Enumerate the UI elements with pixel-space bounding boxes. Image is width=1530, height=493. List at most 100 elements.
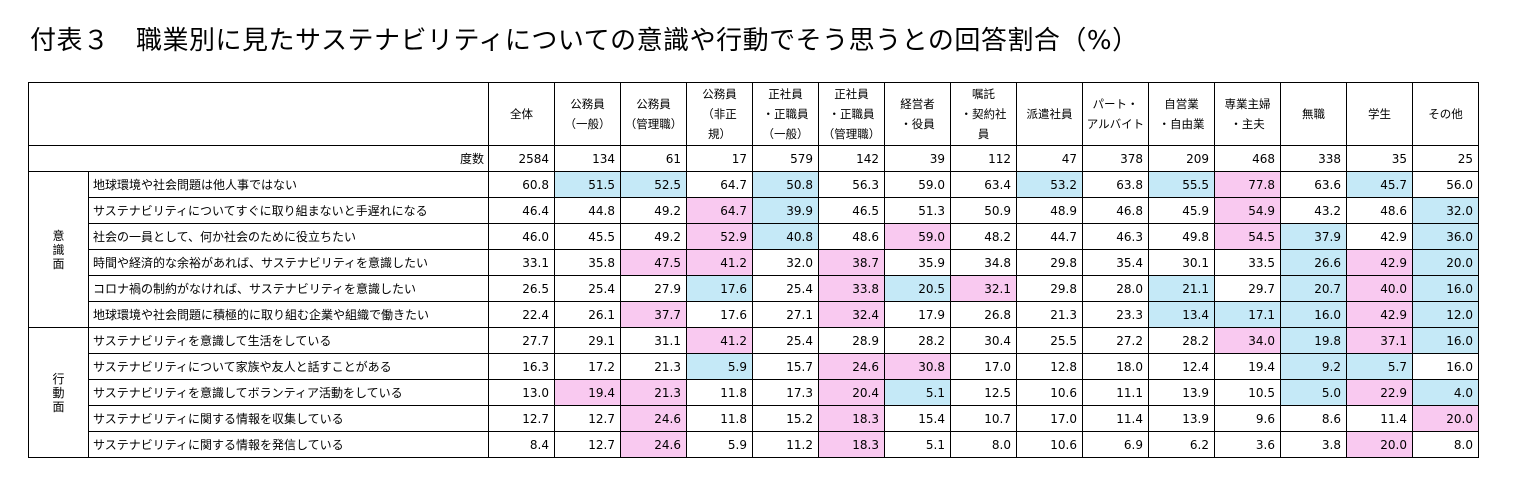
column-header: その他 <box>1412 82 1479 146</box>
value-cell: 60.8 <box>488 171 555 198</box>
value-cell: 52.5 <box>620 171 687 198</box>
table-row: 意識面地球環境や社会問題は他人事ではない 60.8 51.5 52.5 64.7 50.8… <box>28 171 1479 328</box>
value-cell: 26.1 <box>554 301 621 328</box>
value-cell: 13.0 <box>488 379 555 406</box>
value-cell: 4.0 <box>1412 379 1479 406</box>
count-cell: 39 <box>884 145 951 172</box>
count-cell: 2584 <box>488 145 555 172</box>
count-label: 度数 <box>28 145 489 172</box>
row-label: コロナ禍の制約がなければ、サステナビリティを意識したい <box>88 275 489 302</box>
header-row: 全体 公務員 （一般） 公務員 （管理職） 公務員 （非正 規） 正社員 ・正職員 （一般） 正社員・… <box>28 82 1479 146</box>
value-cell: 10.5 <box>1214 379 1281 406</box>
value-cell: 18.0 <box>1082 353 1149 380</box>
value-cell: 27.2 <box>1082 327 1149 354</box>
value-cell: 49.2 <box>620 197 687 224</box>
value-cell: 24.6 <box>620 405 687 432</box>
count-cell: 47 <box>1016 145 1083 172</box>
value-cell: 20.0 <box>1412 249 1479 276</box>
value-cell: 34.0 <box>1214 327 1281 354</box>
value-cell: 21.1 <box>1148 275 1215 302</box>
value-cell: 17.6 <box>686 301 753 328</box>
column-header: 経営者 ・役員 <box>884 82 951 146</box>
value-cell: 5.1 <box>884 379 951 406</box>
value-cell: 33.1 <box>488 249 555 276</box>
column-header: 正社員 ・正職員 （一般） <box>752 82 819 146</box>
value-cell: 29.1 <box>554 327 621 354</box>
value-cell: 6.9 <box>1082 431 1149 458</box>
value-cell: 64.7 <box>686 171 753 198</box>
value-cell: 32.1 <box>950 275 1017 302</box>
value-cell: 11.1 <box>1082 379 1149 406</box>
value-cell: 46.8 <box>1082 197 1149 224</box>
value-cell: 15.4 <box>884 405 951 432</box>
column-header: 専業主婦 ・主夫 <box>1214 82 1281 146</box>
value-cell: 27.9 <box>620 275 687 302</box>
value-cell: 55.5 <box>1148 171 1215 198</box>
value-cell: 17.6 <box>686 275 753 302</box>
row-label: サステナビリティについてすぐに取り組まないと手遅れになる <box>88 197 489 224</box>
value-cell: 16.3 <box>488 353 555 380</box>
value-cell: 46.0 <box>488 223 555 250</box>
row-label: 時間や経済的な余裕があれば、サステナビリティを意識したい <box>88 249 489 276</box>
count-cell: 25 <box>1412 145 1479 172</box>
value-cell: 26.8 <box>950 301 1017 328</box>
value-cell: 49.2 <box>620 223 687 250</box>
value-cell: 28.2 <box>1148 327 1215 354</box>
value-cell: 59.0 <box>884 171 951 198</box>
results-table: 全体 公務員 （一般） 公務員 （管理職） 公務員 （非正 規） 正社員 ・正職員 （一般） 正社員・… <box>28 82 1479 458</box>
value-cell: 50.8 <box>752 171 819 198</box>
value-cell: 38.7 <box>818 249 885 276</box>
value-cell: 17.0 <box>1016 405 1083 432</box>
value-cell: 41.2 <box>686 249 753 276</box>
value-cell: 30.1 <box>1148 249 1215 276</box>
value-cell: 22.4 <box>488 301 555 328</box>
value-cell: 37.1 <box>1346 327 1413 354</box>
value-cell: 40.8 <box>752 223 819 250</box>
count-cell: 35 <box>1346 145 1413 172</box>
value-cell: 49.8 <box>1148 223 1215 250</box>
value-cell: 3.8 <box>1280 431 1347 458</box>
value-cell: 16.0 <box>1280 301 1347 328</box>
value-cell: 19.8 <box>1280 327 1347 354</box>
value-cell: 42.9 <box>1346 223 1413 250</box>
value-cell: 12.7 <box>554 405 621 432</box>
column-header: 正社員 ・正職員 （管理職） <box>818 82 885 146</box>
value-cell: 12.8 <box>1016 353 1083 380</box>
value-cell: 30.4 <box>950 327 1017 354</box>
value-cell: 3.6 <box>1214 431 1281 458</box>
header-corner <box>28 82 489 146</box>
value-cell: 10.7 <box>950 405 1017 432</box>
value-cell: 56.0 <box>1412 171 1479 198</box>
value-cell: 11.4 <box>1346 405 1413 432</box>
value-cell: 12.7 <box>488 405 555 432</box>
value-cell: 35.8 <box>554 249 621 276</box>
count-cell: 378 <box>1082 145 1149 172</box>
section-label: 行動面 <box>28 327 89 458</box>
column-header: 自営業 ・自由業 <box>1148 82 1215 146</box>
value-cell: 20.5 <box>884 275 951 302</box>
value-cell: 5.1 <box>884 431 951 458</box>
value-cell: 23.3 <box>1082 301 1149 328</box>
value-cell: 37.9 <box>1280 223 1347 250</box>
row-label: サステナビリティを意識してボランティア活動をしている <box>88 379 489 406</box>
value-cell: 59.0 <box>884 223 951 250</box>
value-cell: 12.5 <box>950 379 1017 406</box>
value-cell: 5.9 <box>686 353 753 380</box>
value-cell: 17.0 <box>950 353 1017 380</box>
column-header: 全体 <box>488 82 555 146</box>
row-label: 地球環境や社会問題は他人事ではない <box>88 171 489 198</box>
count-cell: 134 <box>554 145 621 172</box>
row-label: 地球環境や社会問題に積極的に取り組む企業や組織で働きたい <box>88 301 489 328</box>
table-row: サステナビリティに関する情報を収集している 12.7 12.7 24.6 11.8 15.… <box>29 405 1479 432</box>
value-cell: 8.0 <box>950 431 1017 458</box>
count-cell: 209 <box>1148 145 1215 172</box>
value-cell: 63.8 <box>1082 171 1149 198</box>
value-cell: 48.6 <box>818 223 885 250</box>
value-cell: 41.2 <box>686 327 753 354</box>
table-row: 地球環境や社会問題に積極的に取り組む企業や組織で働きたい 22.4 26.1 37.7… <box>29 301 1479 328</box>
value-cell: 45.9 <box>1148 197 1215 224</box>
value-cell: 53.2 <box>1016 171 1083 198</box>
value-cell: 17.9 <box>884 301 951 328</box>
value-cell: 29.7 <box>1214 275 1281 302</box>
value-cell: 56.3 <box>818 171 885 198</box>
